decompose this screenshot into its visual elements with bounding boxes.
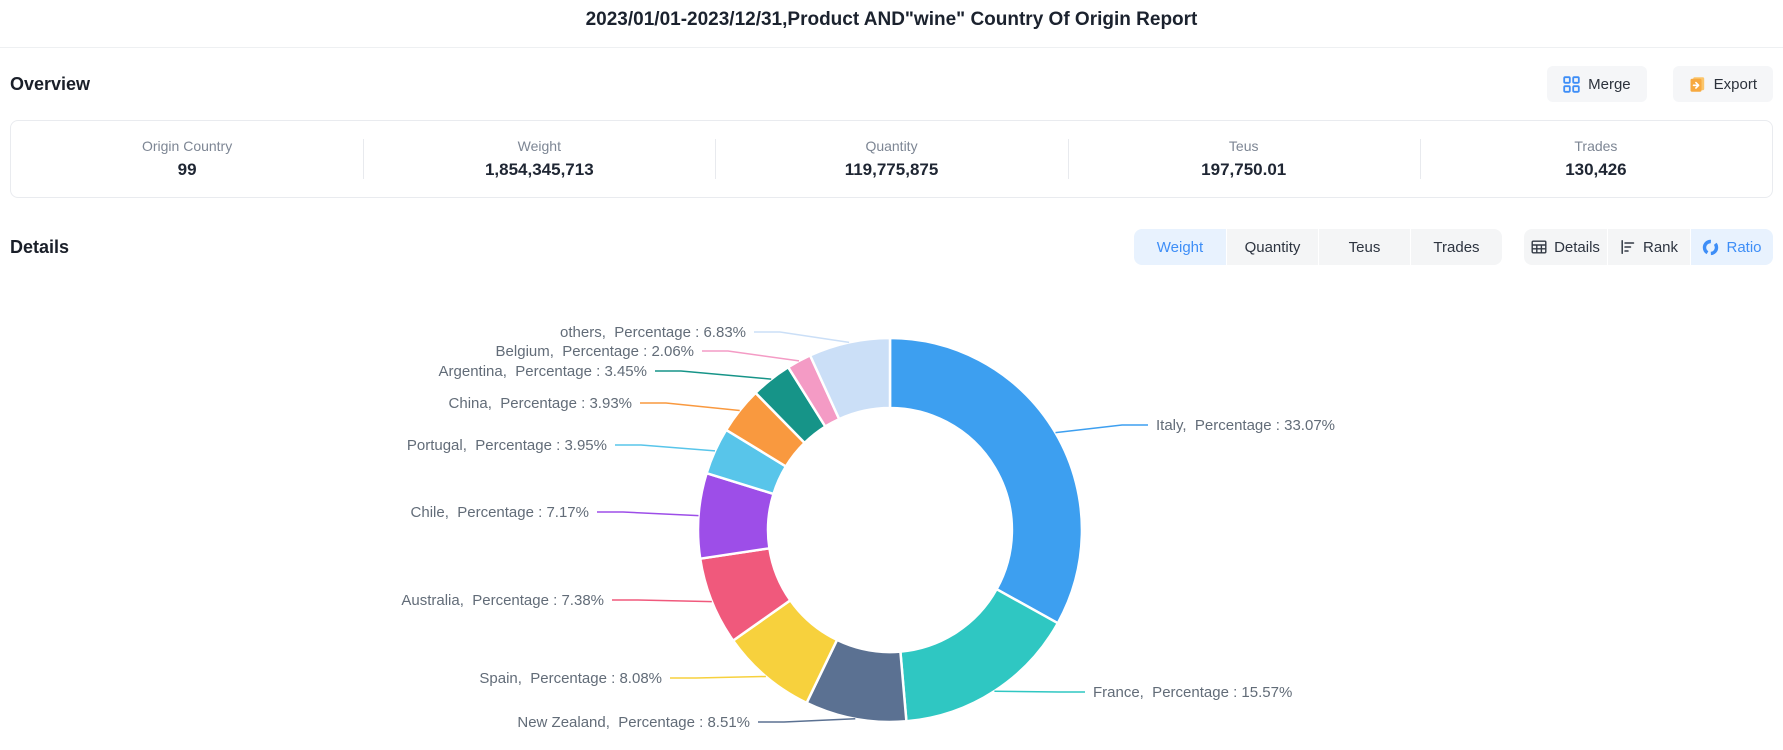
pie-label-argentina: Argentina, Percentage : 3.45%: [439, 363, 647, 380]
stat-value: 1,854,345,713: [484, 160, 594, 179]
tab-label: Ratio: [1726, 238, 1762, 256]
stat-label: Teus: [1228, 138, 1259, 154]
pie-label-line-argentina: [655, 370, 772, 380]
table-icon: [1531, 239, 1547, 255]
pie-label-china: China, Percentage : 3.93%: [449, 395, 632, 412]
pie-label-line-italy: [1055, 424, 1148, 434]
tab-rank-view[interactable]: Rank: [1607, 229, 1690, 265]
pie-label-line-france: [994, 690, 1085, 693]
merge-button-label: Merge: [1588, 75, 1631, 93]
pie-label-line-portugal: [615, 444, 716, 452]
overview-actions: Merge Export: [1547, 66, 1773, 102]
export-icon: [1689, 76, 1706, 93]
tab-teus[interactable]: Teus: [1318, 229, 1410, 265]
pie-slice-italy[interactable]: [888, 336, 1084, 625]
pie-label-line-belgium: [702, 350, 800, 362]
metric-tab-group: Weight Quantity Teus Trades: [1134, 229, 1502, 265]
pie-label-chile: Chile, Percentage : 7.17%: [411, 504, 589, 521]
tab-details-view[interactable]: Details: [1524, 229, 1607, 265]
stat-label: Origin Country: [141, 138, 233, 154]
merge-icon: [1563, 75, 1580, 93]
stat-trades: Trades 130,426: [1419, 121, 1772, 197]
pie-slice-france[interactable]: [899, 587, 1060, 723]
pie-label-belgium: Belgium, Percentage : 2.06%: [496, 343, 694, 360]
pie-label-line-new-zealand: [758, 718, 856, 723]
stat-origin-country: Origin Country 99: [11, 121, 363, 197]
rank-icon: [1620, 239, 1636, 255]
page-title: 2023/01/01-2023/12/31,Product AND"wine" …: [585, 9, 1198, 30]
pie-label-italy: Italy, Percentage : 33.07%: [1156, 417, 1335, 434]
ratio-chart-area: Italy, Percentage : 33.07% France, Percen…: [0, 245, 1783, 745]
pie-label-line-spain: [670, 675, 766, 679]
tab-trades[interactable]: Trades: [1410, 229, 1502, 265]
details-heading: Details: [10, 236, 70, 257]
stat-value: 119,775,875: [844, 160, 939, 179]
stat-teus: Teus 197,750.01: [1067, 121, 1420, 197]
stat-value: 99: [177, 160, 197, 179]
pie-label-australia: Australia, Percentage : 7.38%: [401, 592, 604, 609]
export-button[interactable]: Export: [1672, 66, 1773, 102]
stat-weight: Weight 1,854,345,713: [363, 121, 715, 197]
merge-button[interactable]: Merge: [1547, 66, 1647, 102]
pie-label-line-china: [640, 402, 740, 412]
tab-ratio-view[interactable]: Ratio: [1690, 229, 1773, 265]
title-divider: [0, 47, 1783, 48]
pie-label-new-zealand: New Zealand, Percentage : 8.51%: [517, 714, 750, 731]
pie-slice-others[interactable]: [808, 336, 892, 421]
donut-chart: Italy, Percentage : 33.07% France, Percen…: [401, 324, 1335, 731]
pie-label-france: France, Percentage : 15.57%: [1093, 684, 1292, 701]
pie-label-line-australia: [612, 599, 712, 603]
tab-label: Rank: [1642, 238, 1679, 256]
stat-value: 130,426: [1565, 160, 1627, 179]
tab-label: Details: [1554, 238, 1600, 256]
ratio-icon: [1702, 239, 1719, 256]
pie-label-line-chile: [597, 511, 699, 517]
view-tab-group: Details Rank: [1524, 229, 1773, 265]
pie-label-others: others, Percentage : 6.83%: [560, 324, 746, 341]
tab-weight[interactable]: Weight: [1134, 229, 1226, 265]
stat-label: Trades: [1574, 138, 1618, 154]
tab-quantity[interactable]: Quantity: [1226, 229, 1318, 265]
overview-heading: Overview: [10, 73, 91, 94]
details-tab-groups: Weight Quantity Teus Trades Details: [1134, 229, 1773, 265]
pie-label-line-others: [754, 331, 850, 344]
overview-stats-card: Origin Country 99 Weight 1,854,345,713 Q…: [10, 120, 1773, 198]
stat-quantity: Quantity 119,775,875: [715, 121, 1067, 197]
stat-label: Weight: [517, 138, 561, 154]
pie-label-spain: Spain, Percentage : 8.08%: [479, 670, 662, 687]
stat-label: Quantity: [865, 138, 918, 154]
stat-value: 197,750.01: [1201, 160, 1287, 179]
pie-label-portugal: Portugal, Percentage : 3.95%: [407, 437, 607, 454]
export-button-label: Export: [1713, 75, 1757, 93]
